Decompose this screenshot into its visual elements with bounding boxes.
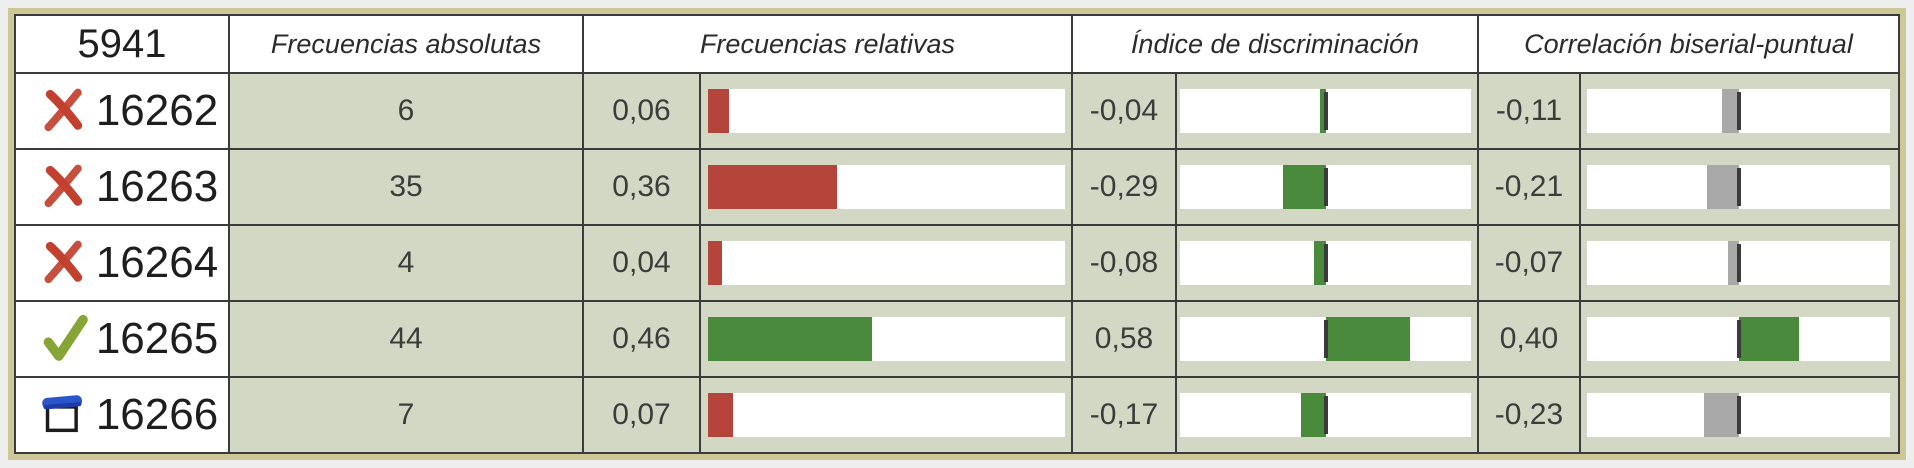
column-header-relative-frequencies: Frecuencias relativas xyxy=(584,16,1071,72)
relative-frequency-bar-track xyxy=(708,165,1065,209)
correlation-bar-cell xyxy=(1581,302,1898,376)
item-id: 16263 xyxy=(95,162,219,211)
discrimination-bar-fill xyxy=(1325,317,1410,361)
discrimination-bar-cell xyxy=(1177,226,1477,300)
check-icon xyxy=(38,309,90,370)
relative-frequency-bar-fill xyxy=(708,393,733,437)
discrimination-bar-fill xyxy=(1313,241,1326,285)
relative-frequency-bar-track xyxy=(708,241,1065,285)
relative-frequency-bar-cell xyxy=(701,74,1071,148)
relative-frequency-bar-cell xyxy=(701,302,1071,376)
item-id-cell: 16264 xyxy=(16,226,228,300)
discrimination-bar-track xyxy=(1180,165,1471,209)
cross-icon xyxy=(38,157,90,218)
blank-answer-icon xyxy=(38,385,90,446)
relative-frequency-bar-cell xyxy=(701,226,1071,300)
zero-marker-line xyxy=(1736,244,1741,282)
correlation-bar-track xyxy=(1587,89,1890,133)
relative-frequency-bar-fill xyxy=(708,89,730,133)
item-id-cell: 16266 xyxy=(16,378,228,452)
correlation-bar-cell xyxy=(1581,226,1898,300)
discrimination-bar-track xyxy=(1180,393,1471,437)
discrimination-bar-cell xyxy=(1177,150,1477,224)
relative-frequency-bar-cell xyxy=(701,378,1071,452)
correlation-value-cell: -0,23 xyxy=(1479,378,1579,452)
zero-marker-line xyxy=(1736,396,1741,434)
relative-frequency-value-cell: 0,06 xyxy=(584,74,699,148)
discrimination-bar-fill xyxy=(1283,165,1326,209)
test-code-header: 5941 xyxy=(16,16,228,72)
cross-icon xyxy=(38,233,90,294)
item-analysis-table: 5941 Frecuencias absolutas Frecuencias r… xyxy=(8,8,1906,460)
relative-frequency-value-cell: 0,04 xyxy=(584,226,699,300)
relative-frequency-bar-fill xyxy=(708,317,873,361)
correlation-value-cell: -0,21 xyxy=(1479,150,1579,224)
zero-marker-line xyxy=(1736,168,1741,206)
correlation-bar-track xyxy=(1587,241,1890,285)
correlation-bar-track xyxy=(1587,393,1890,437)
relative-frequency-bar-fill xyxy=(708,165,837,209)
item-id: 16264 xyxy=(95,238,219,287)
discrimination-bar-cell xyxy=(1177,378,1477,452)
correlation-bar-cell xyxy=(1581,378,1898,452)
correlation-bar-cell xyxy=(1581,150,1898,224)
absolute-frequency-cell: 6 xyxy=(230,74,582,148)
item-id-cell: 16263 xyxy=(16,150,228,224)
correlation-bar-fill xyxy=(1721,89,1739,133)
relative-frequency-value-cell: 0,07 xyxy=(584,378,699,452)
relative-frequency-bar-fill xyxy=(708,241,723,285)
discrimination-value-cell: 0,58 xyxy=(1073,302,1175,376)
correlation-bar-fill xyxy=(1727,241,1739,285)
column-header-discrimination-index: Índice de discriminación xyxy=(1073,16,1477,72)
absolute-frequency-cell: 44 xyxy=(230,302,582,376)
results-grid: 5941 Frecuencias absolutas Frecuencias r… xyxy=(14,14,1900,454)
discrimination-bar-track xyxy=(1180,241,1471,285)
discrimination-bar-track xyxy=(1180,89,1471,133)
discrimination-bar-cell xyxy=(1177,302,1477,376)
zero-marker-line xyxy=(1323,244,1328,282)
absolute-frequency-cell: 35 xyxy=(230,150,582,224)
relative-frequency-value-cell: 0,36 xyxy=(584,150,699,224)
item-id-cell: 16265 xyxy=(16,302,228,376)
discrimination-value-cell: -0,04 xyxy=(1073,74,1175,148)
discrimination-bar-cell xyxy=(1177,74,1477,148)
cross-icon xyxy=(38,81,90,142)
relative-frequency-bar-track xyxy=(708,393,1065,437)
correlation-bar-track xyxy=(1587,165,1890,209)
relative-frequency-bar-track xyxy=(708,317,1065,361)
zero-marker-line xyxy=(1323,396,1328,434)
relative-frequency-bar-track xyxy=(708,89,1065,133)
zero-marker-line xyxy=(1323,92,1328,130)
correlation-value-cell: -0,11 xyxy=(1479,74,1579,148)
correlation-bar-fill xyxy=(1706,165,1739,209)
discrimination-value-cell: -0,17 xyxy=(1073,378,1175,452)
column-header-absolute-frequencies: Frecuencias absolutas xyxy=(230,16,582,72)
discrimination-bar-fill xyxy=(1300,393,1326,437)
relative-frequency-bar-cell xyxy=(701,150,1071,224)
discrimination-bar-fill xyxy=(1319,89,1326,133)
correlation-bar-cell xyxy=(1581,74,1898,148)
zero-marker-line xyxy=(1736,92,1741,130)
discrimination-value-cell: -0,08 xyxy=(1073,226,1175,300)
item-id-cell: 16262 xyxy=(16,74,228,148)
correlation-bar-fill xyxy=(1738,317,1800,361)
correlation-value-cell: 0,40 xyxy=(1479,302,1579,376)
absolute-frequency-cell: 4 xyxy=(230,226,582,300)
correlation-bar-track xyxy=(1587,317,1890,361)
correlation-bar-fill xyxy=(1703,393,1739,437)
item-id: 16265 xyxy=(95,314,219,363)
zero-marker-line xyxy=(1323,168,1328,206)
discrimination-value-cell: -0,29 xyxy=(1073,150,1175,224)
discrimination-bar-track xyxy=(1180,317,1471,361)
correlation-value-cell: -0,07 xyxy=(1479,226,1579,300)
item-id: 16266 xyxy=(95,390,219,439)
absolute-frequency-cell: 7 xyxy=(230,378,582,452)
relative-frequency-value-cell: 0,46 xyxy=(584,302,699,376)
column-header-point-biserial-correlation: Correlación biserial-puntual xyxy=(1479,16,1898,72)
zero-marker-line xyxy=(1323,320,1328,358)
item-id: 16262 xyxy=(95,86,219,135)
zero-marker-line xyxy=(1736,320,1741,358)
